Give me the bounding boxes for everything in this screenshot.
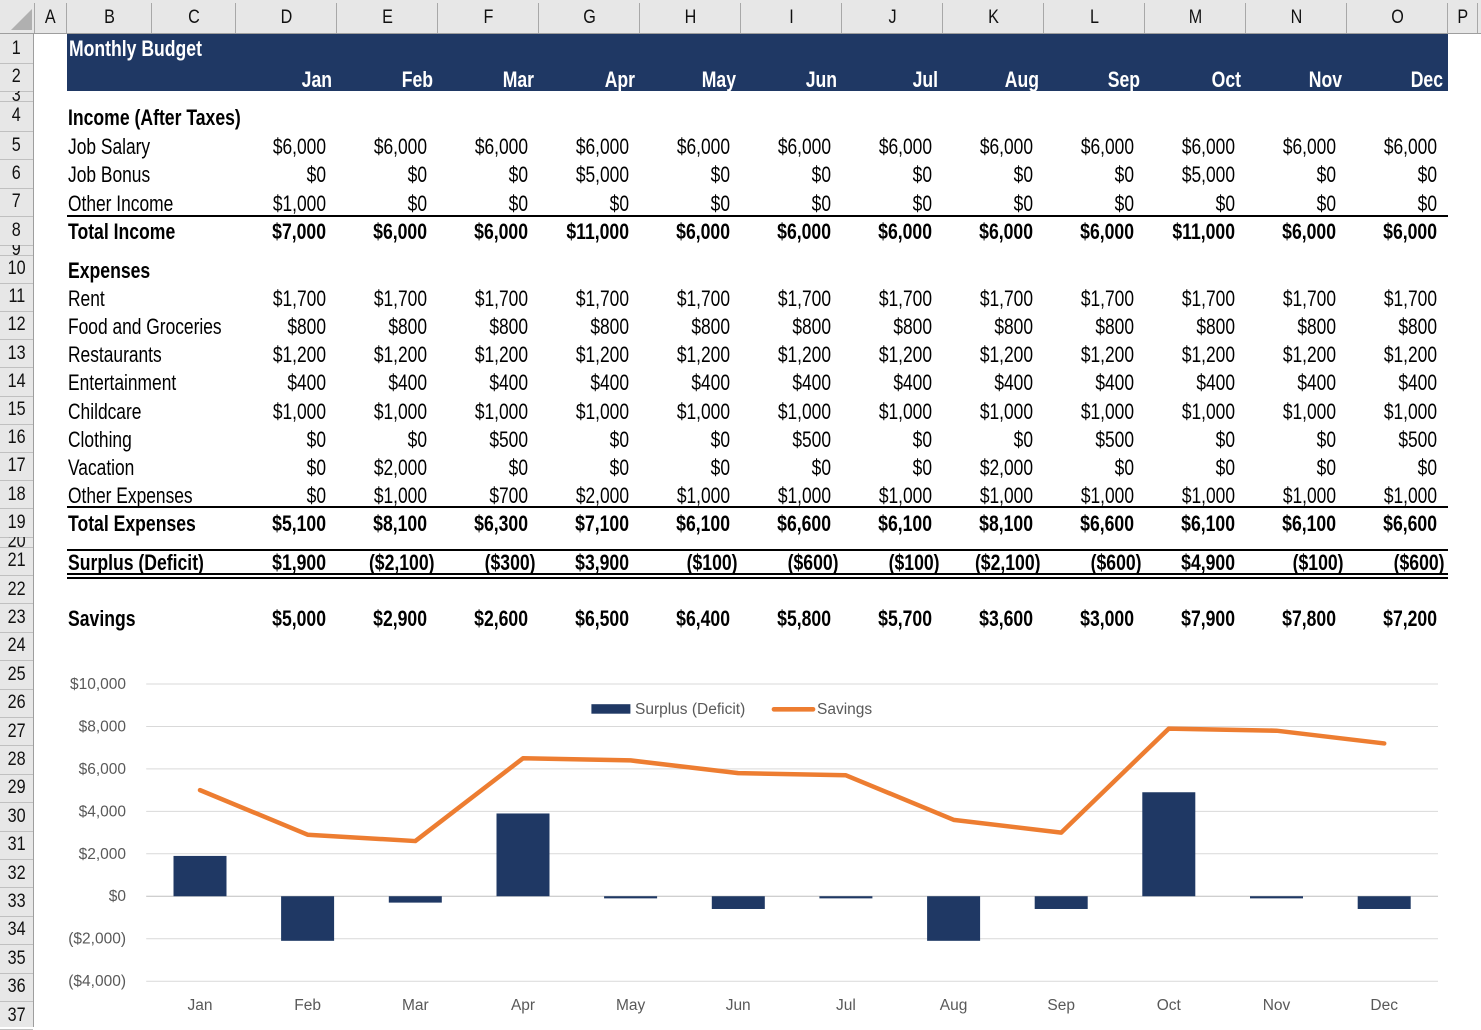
svg-text:Aug: Aug	[940, 997, 968, 1014]
svg-text:Dec: Dec	[1370, 997, 1398, 1014]
svg-text:May: May	[616, 997, 646, 1014]
svg-text:Oct: Oct	[1157, 997, 1182, 1014]
svg-text:($4,000): ($4,000)	[68, 973, 126, 990]
svg-text:($2,000): ($2,000)	[68, 931, 126, 948]
svg-text:Jan: Jan	[188, 997, 213, 1014]
svg-text:Savings: Savings	[817, 701, 872, 718]
svg-text:$8,000: $8,000	[79, 719, 127, 736]
svg-text:Feb: Feb	[294, 997, 321, 1014]
svg-text:$4,000: $4,000	[79, 803, 127, 820]
svg-text:$2,000: $2,000	[79, 846, 127, 863]
svg-text:Jul: Jul	[836, 997, 856, 1014]
svg-text:$10,000: $10,000	[70, 676, 126, 693]
svg-text:Surplus (Deficit): Surplus (Deficit)	[635, 701, 745, 718]
svg-text:Nov: Nov	[1263, 997, 1291, 1014]
svg-text:$6,000: $6,000	[79, 761, 127, 778]
svg-text:Apr: Apr	[511, 997, 535, 1014]
svg-text:Sep: Sep	[1047, 997, 1075, 1014]
svg-text:$0: $0	[109, 888, 127, 905]
svg-text:Jun: Jun	[726, 997, 751, 1014]
svg-text:Mar: Mar	[402, 997, 429, 1014]
